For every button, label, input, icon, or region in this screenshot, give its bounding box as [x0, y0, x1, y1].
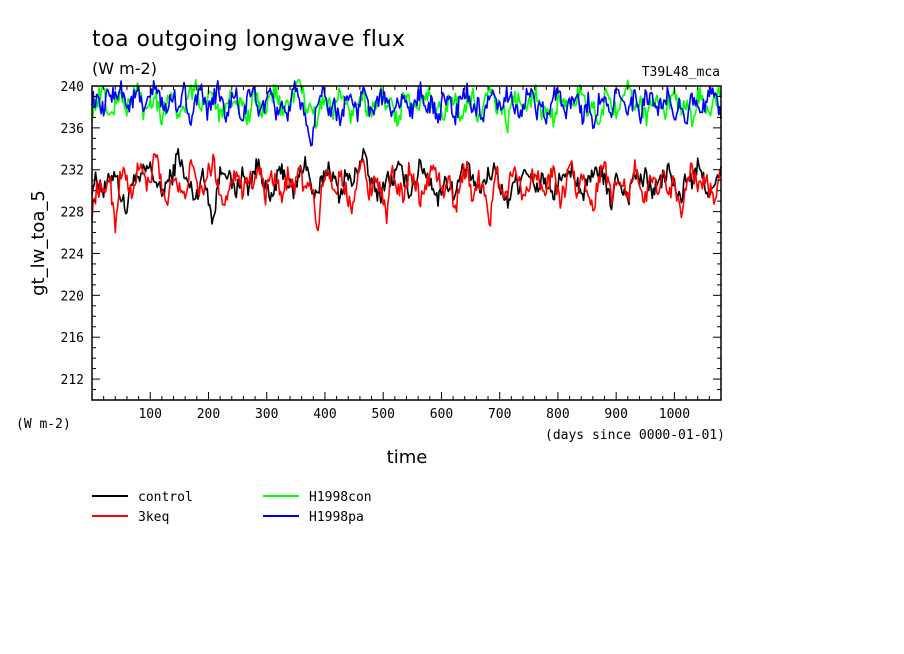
x-axis-label: time — [387, 447, 428, 468]
plot-frame — [91, 85, 722, 401]
y-tick-label: 236 — [61, 122, 84, 137]
x-tick-label: 200 — [197, 407, 220, 422]
y-tick-label: 224 — [61, 247, 85, 262]
y-tick-label: 228 — [61, 206, 84, 221]
y-tick-label: 212 — [61, 373, 84, 388]
series-line-h1998pa — [91, 80, 722, 147]
legend: control 3keq H1998con H1998pa — [92, 490, 372, 525]
y-tick-label: 240 — [61, 80, 84, 95]
x-tick-label: 500 — [371, 407, 394, 422]
series-line-3keq — [91, 153, 722, 234]
x-tick-label: 900 — [604, 407, 627, 422]
legend-label-h1998con: H1998con — [309, 490, 372, 505]
y-tick-label: 216 — [61, 331, 84, 346]
series-line-control — [91, 148, 722, 225]
legend-label-h1998pa: H1998pa — [309, 510, 364, 525]
x-tick-label: 600 — [430, 407, 453, 422]
y-tick-label: 232 — [61, 164, 84, 179]
y-tick-label: 220 — [61, 289, 84, 304]
x-tick-label: 300 — [255, 407, 278, 422]
y-axis-label: gt_lw_toa_5 — [28, 190, 49, 296]
run-label: T39L48_mca — [642, 65, 720, 80]
x-tick-label: 700 — [488, 407, 511, 422]
y-units-label: (W m-2) — [16, 417, 71, 432]
axis-ticks-group: 100 200 300 400 500 600 700 800 900 1000 212 216 220… — [61, 80, 721, 422]
x-tick-label: 400 — [313, 407, 336, 422]
legend-label-3keq: 3keq — [138, 510, 169, 525]
plot-series-group — [91, 78, 722, 234]
x-tick-label: 800 — [546, 407, 569, 422]
x-tick-label: 1000 — [659, 407, 690, 422]
chart-title: toa outgoing longwave flux — [92, 27, 405, 52]
chart-units: (W m-2) — [92, 59, 157, 78]
legend-label-control: control — [138, 490, 193, 505]
x-units-label: (days since 0000-01-01) — [545, 428, 725, 443]
x-tick-label: 100 — [138, 407, 161, 422]
